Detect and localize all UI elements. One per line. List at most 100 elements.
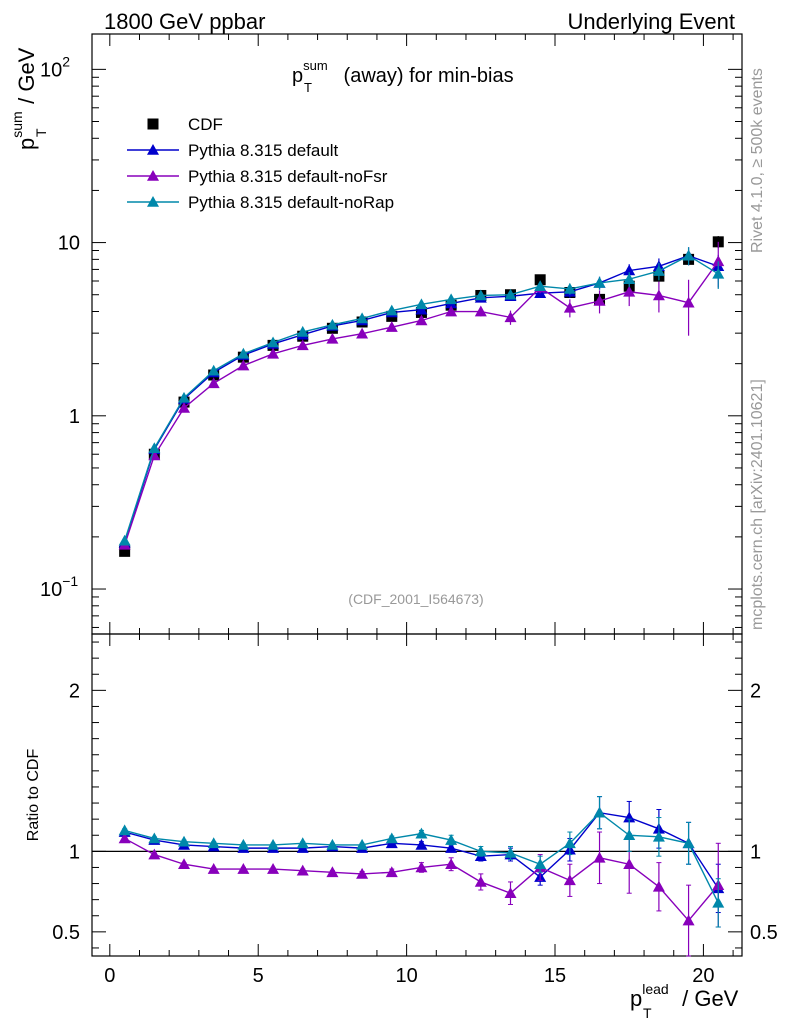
- legend-item: Pythia 8.315 default: [127, 141, 339, 160]
- data-point: [207, 364, 220, 376]
- ratio-data-point: [237, 838, 250, 850]
- ratio-data-point: [385, 832, 398, 844]
- data-point: [682, 296, 695, 308]
- data-point: [296, 339, 309, 351]
- ratio-data-point: [445, 842, 458, 853]
- ratio-data-point: [267, 838, 280, 850]
- ratio-data-point: [356, 867, 369, 879]
- y-axis-label-rest: / GeV: [14, 47, 39, 110]
- ratio-data-point: [563, 837, 576, 849]
- ratio-data-point: [148, 848, 161, 860]
- data-point: [237, 359, 250, 371]
- data-point: [563, 282, 576, 294]
- ratio-data-point: [652, 830, 665, 842]
- ratio-data-point: [178, 835, 191, 847]
- chart-title-sup: sum: [303, 58, 328, 73]
- legend-label: Pythia 8.315 default-noFsr: [188, 167, 388, 186]
- header-left: 1800 GeV ppbar: [104, 9, 265, 34]
- chart-title: psum T (away) for min-bias: [292, 58, 514, 95]
- data-point: [474, 289, 487, 301]
- chart-title-rest: (away) for min-bias: [338, 65, 514, 87]
- data-point: [385, 321, 398, 332]
- series-pythia-8-315-default-nofsr: [118, 241, 725, 550]
- data-point: [652, 289, 665, 301]
- ratio-series-pythia-8-315-default-norap: [118, 796, 725, 928]
- rivet-label: Rivet 4.1.0, ≥ 500k events: [749, 68, 766, 253]
- legend-marker: [147, 118, 159, 130]
- y-tick-exp: −1: [62, 573, 78, 589]
- ratio-frame: [91, 633, 743, 957]
- data-point: [593, 294, 606, 306]
- y-axis-label-main: p: [14, 138, 39, 150]
- data-point: [267, 347, 280, 359]
- ratio-data-point: [415, 827, 428, 839]
- data-point: [356, 327, 369, 339]
- mcplots-label: mcplots.cern.ch [arXiv:2401.10621]: [749, 379, 766, 630]
- ratio-data-point: [356, 838, 369, 850]
- legend-label: CDF: [188, 115, 223, 134]
- data-point: [267, 336, 280, 348]
- ratio-data-point: [445, 834, 458, 845]
- ratio-data-point: [237, 863, 250, 874]
- ratio-data-point: [474, 875, 487, 887]
- ratio-data-point: [207, 863, 220, 874]
- data-point: [326, 332, 339, 344]
- ratio-data-point: [118, 832, 131, 844]
- data-point: [623, 285, 636, 297]
- ratio-data-point: [326, 866, 339, 878]
- ratio-data-point: [563, 874, 576, 886]
- data-point: [623, 273, 636, 284]
- legend-marker: [147, 144, 159, 155]
- ratio-data-point: [623, 858, 636, 870]
- data-point: [534, 274, 546, 286]
- ratio-data-point: [712, 896, 725, 908]
- x-tick-label: 15: [544, 965, 566, 987]
- data-point: [712, 255, 725, 267]
- ratio-data-point: [682, 914, 695, 926]
- y-tick-label: 10: [58, 233, 80, 255]
- data-point: [682, 249, 695, 261]
- data-point: [623, 264, 636, 276]
- chart-title-main: p: [292, 65, 303, 87]
- ratio-y-tick-label-right: 2: [750, 680, 761, 702]
- y-tick-label: 1: [69, 406, 80, 428]
- data-point: [207, 377, 220, 389]
- data-point: [652, 265, 665, 276]
- ratio-data-point: [534, 858, 547, 870]
- ratio-data-point: [415, 861, 428, 873]
- ratio-data-point: [504, 887, 517, 899]
- ratio-data-point: [118, 824, 131, 836]
- ratio-data-point: [296, 864, 309, 876]
- legend-item: Pythia 8.315 default-noRap: [127, 193, 394, 212]
- y-tick-exp: 2: [62, 53, 70, 69]
- data-point: [445, 305, 458, 317]
- legend-label: Pythia 8.315 default: [188, 141, 339, 160]
- data-point: [563, 301, 576, 313]
- legend-marker: [147, 196, 159, 207]
- x-axis-label-sup: lead: [642, 981, 668, 997]
- ratio-data-point: [415, 838, 428, 850]
- x-tick-label: 0: [104, 965, 115, 987]
- ratio-series-pythia-8-315-default-nofsr: [118, 831, 725, 957]
- data-point: [237, 347, 250, 359]
- header-right: Underlying Event: [567, 9, 735, 34]
- x-axis-label-rest: / GeV: [676, 986, 739, 1011]
- ratio-data-point: [623, 829, 636, 841]
- ratio-y-tick-label-right: 1: [750, 841, 761, 863]
- ratio-y-tick-label: 0.5: [52, 922, 80, 944]
- x-axis-label-main: p: [630, 986, 642, 1011]
- data-point: [178, 401, 191, 413]
- y-tick-base: 10: [40, 59, 62, 81]
- ratio-data-point: [445, 858, 458, 870]
- data-point: [415, 298, 428, 310]
- x-axis-label-sub: T: [643, 1005, 652, 1021]
- ratio-data-point: [148, 832, 161, 844]
- data-point: [326, 318, 339, 330]
- legend-item: Pythia 8.315 default-noFsr: [127, 167, 388, 186]
- series-pythia-8-315-default-norap: [118, 247, 725, 546]
- data-point: [356, 312, 369, 324]
- data-point: [178, 391, 191, 403]
- y-axis-label: psum T / GeV: [9, 47, 49, 150]
- ratio-data-point: [296, 837, 309, 849]
- data-point: [504, 311, 517, 323]
